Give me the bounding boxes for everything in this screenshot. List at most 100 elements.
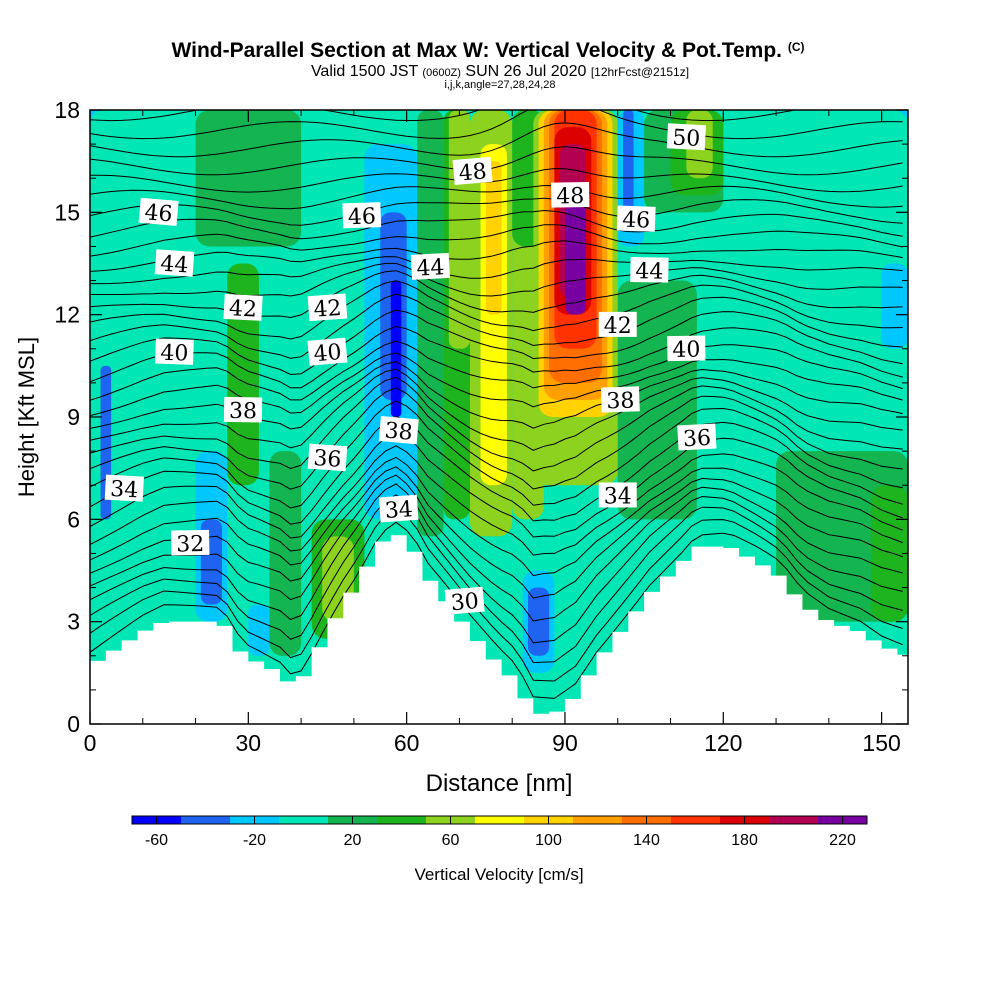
isentrope-label-text: 38	[606, 388, 635, 414]
isentrope-label: 44	[154, 249, 195, 279]
isentrope-label: 46	[138, 197, 179, 228]
isentrope-label-text: 42	[313, 296, 343, 323]
isentrope-line	[90, 376, 903, 472]
isentrope-line	[90, 483, 903, 644]
y-tick-label: 18	[54, 97, 80, 123]
isentrope-label: 40	[667, 335, 706, 363]
isentrope-label-text: 48	[458, 159, 488, 186]
isentrope-label-text: 38	[229, 399, 257, 424]
colorbar-tick-label: 220	[829, 832, 856, 849]
isentrope-label: 50	[666, 123, 707, 152]
isentrope-label: 48	[452, 156, 493, 187]
colorbar-swatch	[279, 816, 329, 824]
isentrope-label-text: 32	[176, 532, 204, 557]
isentrope-label: 42	[307, 293, 348, 323]
colorbar-tick-label: -20	[243, 832, 266, 849]
colorbar-swatch	[181, 816, 231, 824]
colorbar-swatch	[475, 816, 525, 824]
isentrope-label: 44	[410, 252, 450, 282]
isentrope-line	[90, 494, 903, 664]
isentrope-label-text: 40	[160, 341, 189, 367]
isentrope-line	[90, 445, 903, 556]
isentrope-line	[90, 256, 903, 285]
velocity-cell	[448, 110, 470, 349]
isentrope-label-text: 46	[347, 204, 376, 230]
velocity-cell	[232, 314, 254, 417]
isentrope-line	[90, 466, 903, 599]
isentrope-line	[90, 352, 903, 417]
isentrope-label-text: 30	[450, 589, 480, 616]
isentrope-line	[90, 293, 903, 359]
isentrope-label-text: 46	[622, 208, 651, 234]
colorbar-tick-label: 180	[731, 832, 758, 849]
x-tick-label: 90	[552, 730, 578, 756]
velocity-cell	[248, 604, 270, 656]
isentrope-label: 32	[171, 529, 210, 557]
y-tick-label: 3	[67, 609, 80, 635]
isentrope-line	[90, 110, 903, 140]
isentrope-label-text: 44	[635, 259, 663, 284]
isentrope-line	[90, 146, 903, 176]
isentrope-label: 42	[598, 311, 637, 339]
isentrope-line	[90, 521, 903, 699]
isentrope-label-text: 48	[556, 184, 584, 209]
isentrope-label: 34	[104, 474, 144, 503]
colorbar-swatch	[377, 816, 427, 824]
chart-subtitle-indices: i,j,k,angle=27,28,24,28	[444, 79, 555, 91]
isentrope-line	[90, 507, 903, 682]
isentrope-label-text: 44	[416, 255, 445, 281]
colorbar-label: Vertical Velocity [cm/s]	[414, 865, 583, 884]
isentrope-label: 38	[223, 396, 263, 424]
isentrope-label-text: 50	[672, 126, 701, 152]
isentrope-line	[90, 340, 903, 401]
colorbar-tick-label: 20	[344, 832, 362, 849]
y-axis-label: Height [Kft MSL]	[14, 337, 39, 497]
plot-area	[90, 110, 908, 724]
x-tick-label: 150	[862, 730, 900, 756]
chart-title: Wind-Parallel Section at Max W: Vertical…	[171, 39, 804, 62]
isentrope-line	[90, 224, 903, 257]
isentrope-label-text: 34	[384, 497, 414, 524]
y-tick-label: 12	[54, 302, 80, 328]
colorbar-tick-label: -60	[145, 832, 168, 849]
velocity-cell	[417, 110, 444, 537]
colorbar-tick-label: 140	[633, 832, 660, 849]
isentrope-label-text: 42	[604, 314, 632, 339]
colorbar-tick-label: 60	[442, 832, 460, 849]
isentrope-label-text: 40	[672, 338, 700, 363]
isentrope-line	[90, 262, 903, 297]
y-tick-label: 9	[67, 404, 80, 430]
isentrope-label-text: 40	[313, 340, 343, 367]
isentrope-label-text: 34	[110, 477, 139, 503]
velocity-cell	[485, 161, 502, 315]
velocity-cell	[195, 110, 302, 247]
isentrope-label-text: 36	[313, 446, 343, 473]
isentrope-line	[90, 387, 903, 490]
isentrope-line	[90, 368, 903, 451]
isentrope-label: 40	[307, 337, 348, 367]
isentrope-label: 36	[307, 443, 348, 473]
isentrope-label: 42	[223, 293, 263, 323]
isentrope-label: 34	[598, 482, 637, 509]
terrain	[90, 535, 908, 724]
colorbar-swatch	[769, 816, 819, 824]
isentrope-label: 34	[378, 494, 419, 524]
isentrope-label-text: 44	[159, 252, 189, 279]
isentrope-label-text: 42	[228, 296, 257, 322]
y-tick-label: 0	[67, 711, 80, 737]
velocity-cell	[623, 110, 634, 213]
isentrope-line	[90, 325, 903, 389]
isentrope-label: 40	[155, 338, 194, 367]
isentrope-label: 38	[378, 416, 419, 446]
velocity-cell	[528, 587, 550, 656]
isentrope-line	[90, 400, 903, 509]
isentrope-label: 38	[600, 386, 640, 414]
isentrope-line	[90, 456, 903, 577]
x-axis-label: Distance [nm]	[426, 770, 573, 797]
isentrope-label: 46	[342, 202, 382, 230]
isentrope-line	[90, 431, 903, 539]
velocity-cell	[390, 280, 402, 417]
colorbar-swatch	[671, 816, 721, 824]
isentrope-label: 44	[630, 256, 669, 285]
